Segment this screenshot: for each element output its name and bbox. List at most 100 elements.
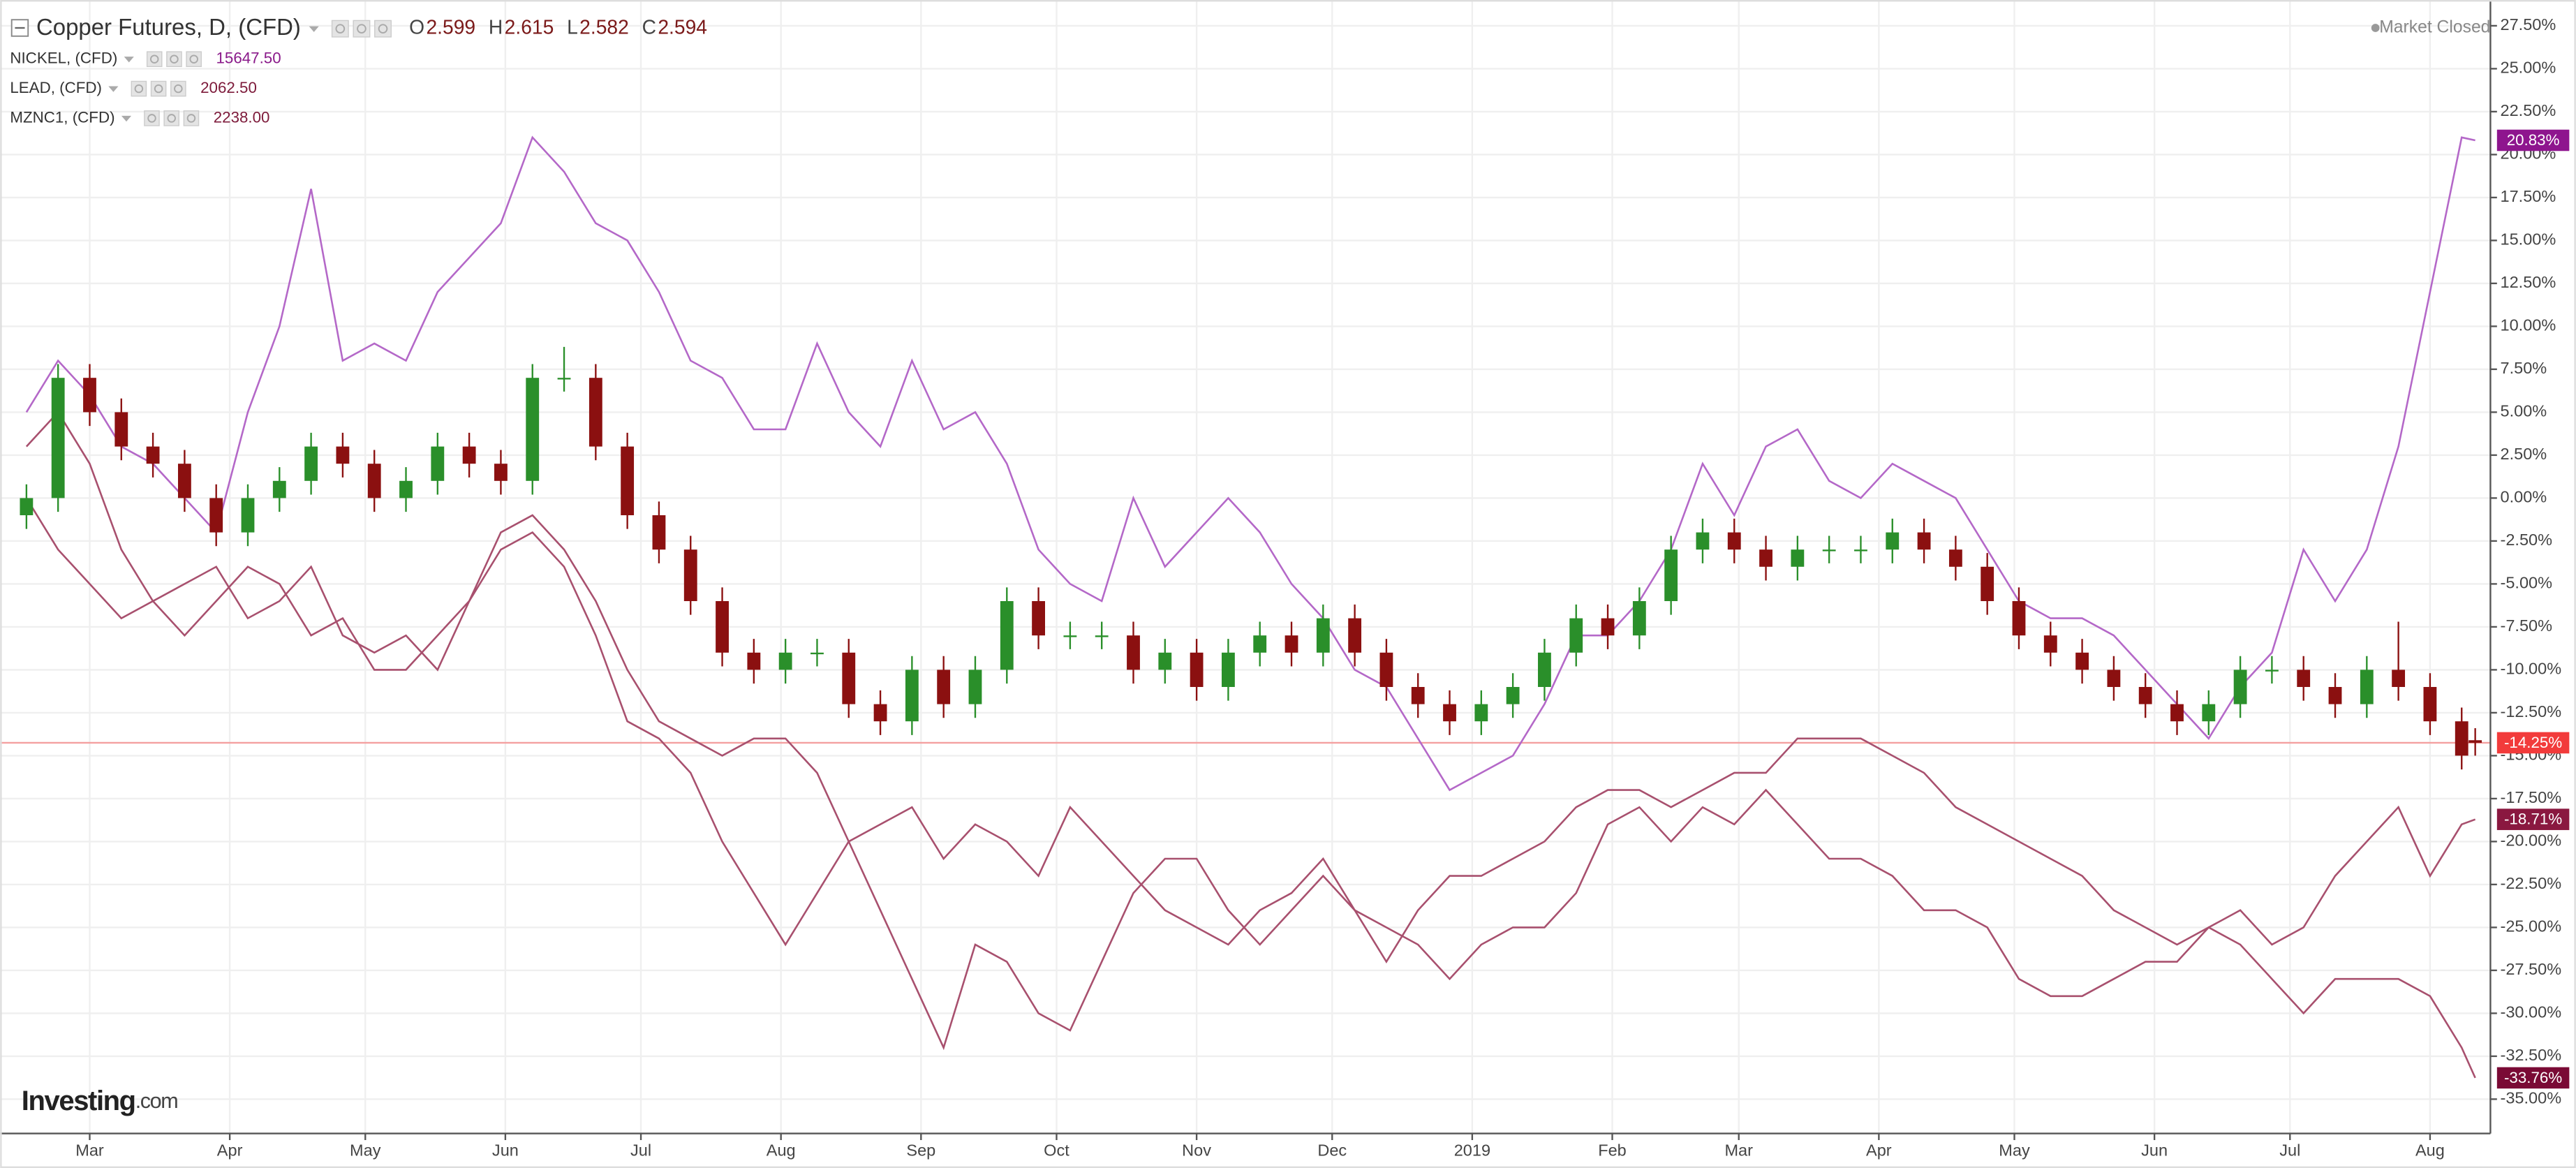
candle-body [1791, 549, 1805, 567]
candle-body [1948, 549, 1962, 567]
candle-body [1569, 618, 1583, 653]
candle-body [20, 498, 34, 515]
candle-body [2043, 635, 2057, 653]
candle-body [1000, 600, 1014, 670]
legend-caret [108, 86, 119, 92]
candle-body [842, 652, 856, 704]
legend-icon [183, 110, 200, 126]
x-tick-label: Aug [767, 1141, 796, 1160]
candle-body [1032, 600, 1045, 636]
legend-icon-glyph [189, 54, 198, 64]
legend-icon-glyph [134, 84, 144, 94]
candle-body [1285, 635, 1298, 653]
y-tick-label: -27.50% [2501, 960, 2562, 978]
y-tick-label: 2.50% [2501, 445, 2547, 463]
candle-body [1601, 618, 1615, 636]
x-tick-label: May [350, 1141, 381, 1160]
legend-series-name: LEAD, (CFD) [10, 79, 102, 96]
candle-body [2012, 600, 2026, 636]
x-tick-label: Jul [2279, 1141, 2300, 1160]
x-tick-label: Mar [75, 1141, 104, 1160]
candle-body [1632, 600, 1646, 636]
candle-body [1316, 618, 1330, 653]
legend-series-value: 15647.50 [216, 50, 281, 67]
y-tick-label: -12.50% [2501, 702, 2562, 720]
candle-body [114, 412, 128, 447]
legend-icon [186, 51, 202, 68]
candle-body [1158, 652, 1172, 670]
candle-body [716, 600, 729, 653]
candle-body [1696, 532, 1710, 550]
x-tick-label: 2019 [1454, 1141, 1490, 1160]
candle-body [1538, 652, 1551, 687]
last-value-badge [2496, 1067, 2570, 1089]
legend-icon-glyph [335, 24, 346, 34]
x-tick-label: Oct [1044, 1141, 1069, 1160]
candle-body [621, 446, 635, 515]
candle-body [1917, 532, 1931, 550]
y-tick-label: -5.00% [2501, 574, 2553, 592]
legend-icon-glyph [149, 54, 159, 64]
status: Market Closed [2379, 18, 2490, 37]
y-tick-label: -2.50% [2501, 531, 2553, 549]
y-tick-label: 12.50% [2501, 273, 2556, 291]
legend-icon-glyph [174, 84, 183, 94]
candle-body [1253, 635, 1267, 653]
last-value-label: 20.83% [2507, 131, 2560, 149]
candle-body [2075, 652, 2089, 670]
last-value-badge [2496, 808, 2570, 830]
candle-body [2392, 670, 2406, 687]
candle-body [1348, 618, 1362, 653]
candle-body [1443, 704, 1456, 722]
candle-body [1727, 532, 1741, 550]
legend-caret [124, 57, 134, 63]
candle-body [2297, 670, 2311, 687]
legend-caret [121, 115, 132, 122]
y-tick-label: -17.50% [2501, 788, 2562, 806]
legend-icon [353, 20, 371, 38]
x-tick-label: Jun [492, 1141, 519, 1160]
candle-body [304, 446, 318, 481]
legend-icon [166, 51, 182, 68]
candle-body [1506, 686, 1520, 704]
series-line [25, 411, 2476, 1079]
last-value-label: -33.76% [2504, 1069, 2562, 1086]
candle-body [2138, 686, 2152, 704]
y-tick-label: 27.50% [2501, 15, 2556, 34]
last-value-label: -14.25% [2504, 734, 2562, 751]
candle-body [431, 446, 445, 481]
y-tick-label: -20.00% [2501, 831, 2562, 850]
y-tick-label: 25.00% [2501, 59, 2556, 77]
y-tick-label: -32.50% [2501, 1046, 2562, 1064]
candle-body [1664, 549, 1678, 601]
candle-body [51, 378, 65, 498]
ohlc-value: 2.615 [505, 16, 554, 38]
status-dot [2371, 24, 2380, 32]
y-tick-label: -25.00% [2501, 917, 2562, 936]
candle-body [462, 446, 476, 464]
candle-body [1474, 704, 1488, 722]
legend-icon-glyph [170, 54, 179, 64]
candle-body [2202, 704, 2216, 722]
candle-body [399, 480, 413, 498]
legend-icon-glyph [357, 24, 367, 34]
candle-body [557, 378, 571, 380]
candle-body [1411, 686, 1425, 704]
candle-body [937, 670, 951, 704]
x-tick-label: Feb [1598, 1141, 1627, 1160]
legend-icon [163, 110, 180, 126]
candle-body [209, 498, 223, 533]
legend: Copper Futures, D, (CFD) O 2.599 H 2.615 L 2.5… [10, 14, 707, 126]
y-tick-label: 15.00% [2501, 230, 2556, 249]
x-tick-label: Jul [630, 1141, 651, 1160]
y-tick-label: 17.50% [2501, 187, 2556, 205]
candle-body [652, 515, 666, 550]
ohlc-label: O [409, 16, 424, 38]
x-tick-label: Mar [1724, 1141, 1753, 1160]
watermark-suffix: .com [135, 1089, 178, 1113]
candle-body [1822, 549, 1836, 552]
legend-caret [309, 26, 319, 32]
